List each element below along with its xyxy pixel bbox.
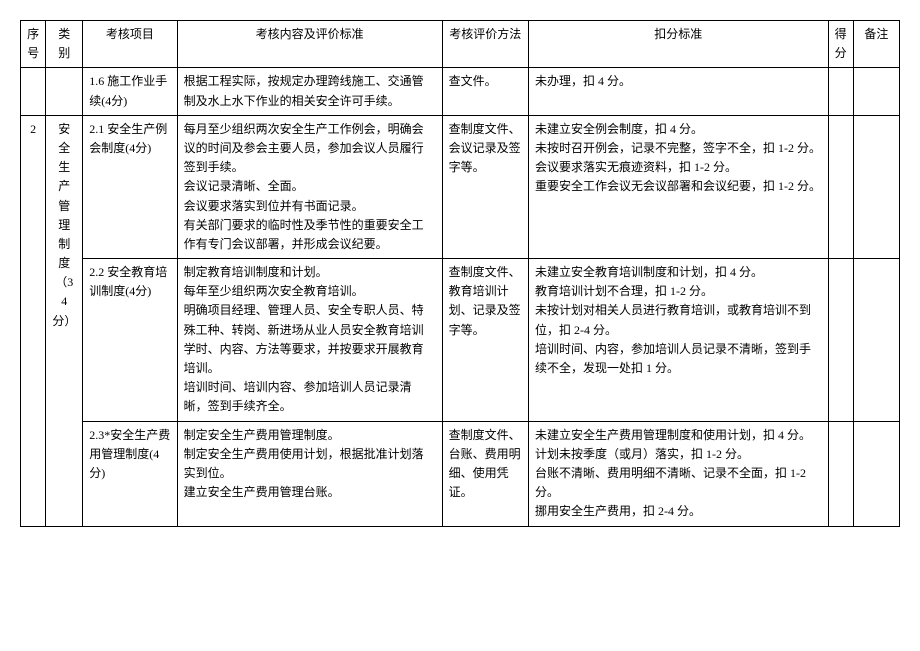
header-item: 考核项目 bbox=[83, 21, 177, 68]
cell-deduct: 未办理，扣 4 分。 bbox=[529, 68, 829, 115]
cell-remark bbox=[853, 115, 899, 258]
cell-content: 制定教育培训制度和计划。每年至少组织两次安全教育培训。明确项目经理、管理人员、安… bbox=[177, 259, 442, 422]
cell-seq bbox=[21, 68, 46, 115]
cell-content: 每月至少组织两次安全生产工作例会，明确会议的时间及参会主要人员，参加会议人员履行… bbox=[177, 115, 442, 258]
cell-remark bbox=[853, 421, 899, 526]
cell-deduct: 未建立安全教育培训制度和计划，扣 4 分。教育培训计划不合理，扣 1-2 分。未… bbox=[529, 259, 829, 422]
cell-score bbox=[828, 115, 853, 258]
table-row: 1.6 施工作业手续(4分) 根据工程实际，按规定办理跨线施工、交通管制及水上水… bbox=[21, 68, 900, 115]
table-header-row: 序号 类别 考核项目 考核内容及评价标准 考核评价方法 扣分标准 得分 备注 bbox=[21, 21, 900, 68]
cell-method: 查制度文件、教育培训计划、记录及签字等。 bbox=[442, 259, 528, 422]
header-method: 考核评价方法 bbox=[442, 21, 528, 68]
cell-method: 查文件。 bbox=[442, 68, 528, 115]
table-row: 2.3*安全生产费用管理制度(4分) 制定安全生产费用管理制度。制定安全生产费用… bbox=[21, 421, 900, 526]
cell-method: 查制度文件、台账、费用明细、使用凭证。 bbox=[442, 421, 528, 526]
header-category: 类别 bbox=[46, 21, 83, 68]
cell-seq: 2 bbox=[21, 115, 46, 526]
table-row: 2.2 安全教育培训制度(4分) 制定教育培训制度和计划。每年至少组织两次安全教… bbox=[21, 259, 900, 422]
cell-item: 2.2 安全教育培训制度(4分) bbox=[83, 259, 177, 422]
cell-remark bbox=[853, 259, 899, 422]
cell-content: 制定安全生产费用管理制度。制定安全生产费用使用计划，根据批准计划落实到位。建立安… bbox=[177, 421, 442, 526]
cell-item: 2.3*安全生产费用管理制度(4分) bbox=[83, 421, 177, 526]
cell-remark bbox=[853, 68, 899, 115]
cell-item: 2.1 安全生产例会制度(4分) bbox=[83, 115, 177, 258]
cell-deduct: 未建立安全生产费用管理制度和使用计划，扣 4 分。计划未按季度（或月）落实，扣 … bbox=[529, 421, 829, 526]
cell-content: 根据工程实际，按规定办理跨线施工、交通管制及水上水下作业的相关安全许可手续。 bbox=[177, 68, 442, 115]
header-score: 得分 bbox=[828, 21, 853, 68]
header-deduct: 扣分标准 bbox=[529, 21, 829, 68]
table-row: 2 安全生产管理制度（34分） 2.1 安全生产例会制度(4分) 每月至少组织两… bbox=[21, 115, 900, 258]
header-seq: 序号 bbox=[21, 21, 46, 68]
cell-method: 查制度文件、会议记录及签字等。 bbox=[442, 115, 528, 258]
cell-category bbox=[46, 68, 83, 115]
cell-item: 1.6 施工作业手续(4分) bbox=[83, 68, 177, 115]
header-remark: 备注 bbox=[853, 21, 899, 68]
cell-category: 安全生产管理制度（34分） bbox=[46, 115, 83, 526]
assessment-table: 序号 类别 考核项目 考核内容及评价标准 考核评价方法 扣分标准 得分 备注 1… bbox=[20, 20, 900, 527]
cell-score bbox=[828, 68, 853, 115]
cell-deduct: 未建立安全例会制度，扣 4 分。未按时召开例会，记录不完整，签字不全，扣 1-2… bbox=[529, 115, 829, 258]
cell-score bbox=[828, 421, 853, 526]
header-content: 考核内容及评价标准 bbox=[177, 21, 442, 68]
cell-score bbox=[828, 259, 853, 422]
